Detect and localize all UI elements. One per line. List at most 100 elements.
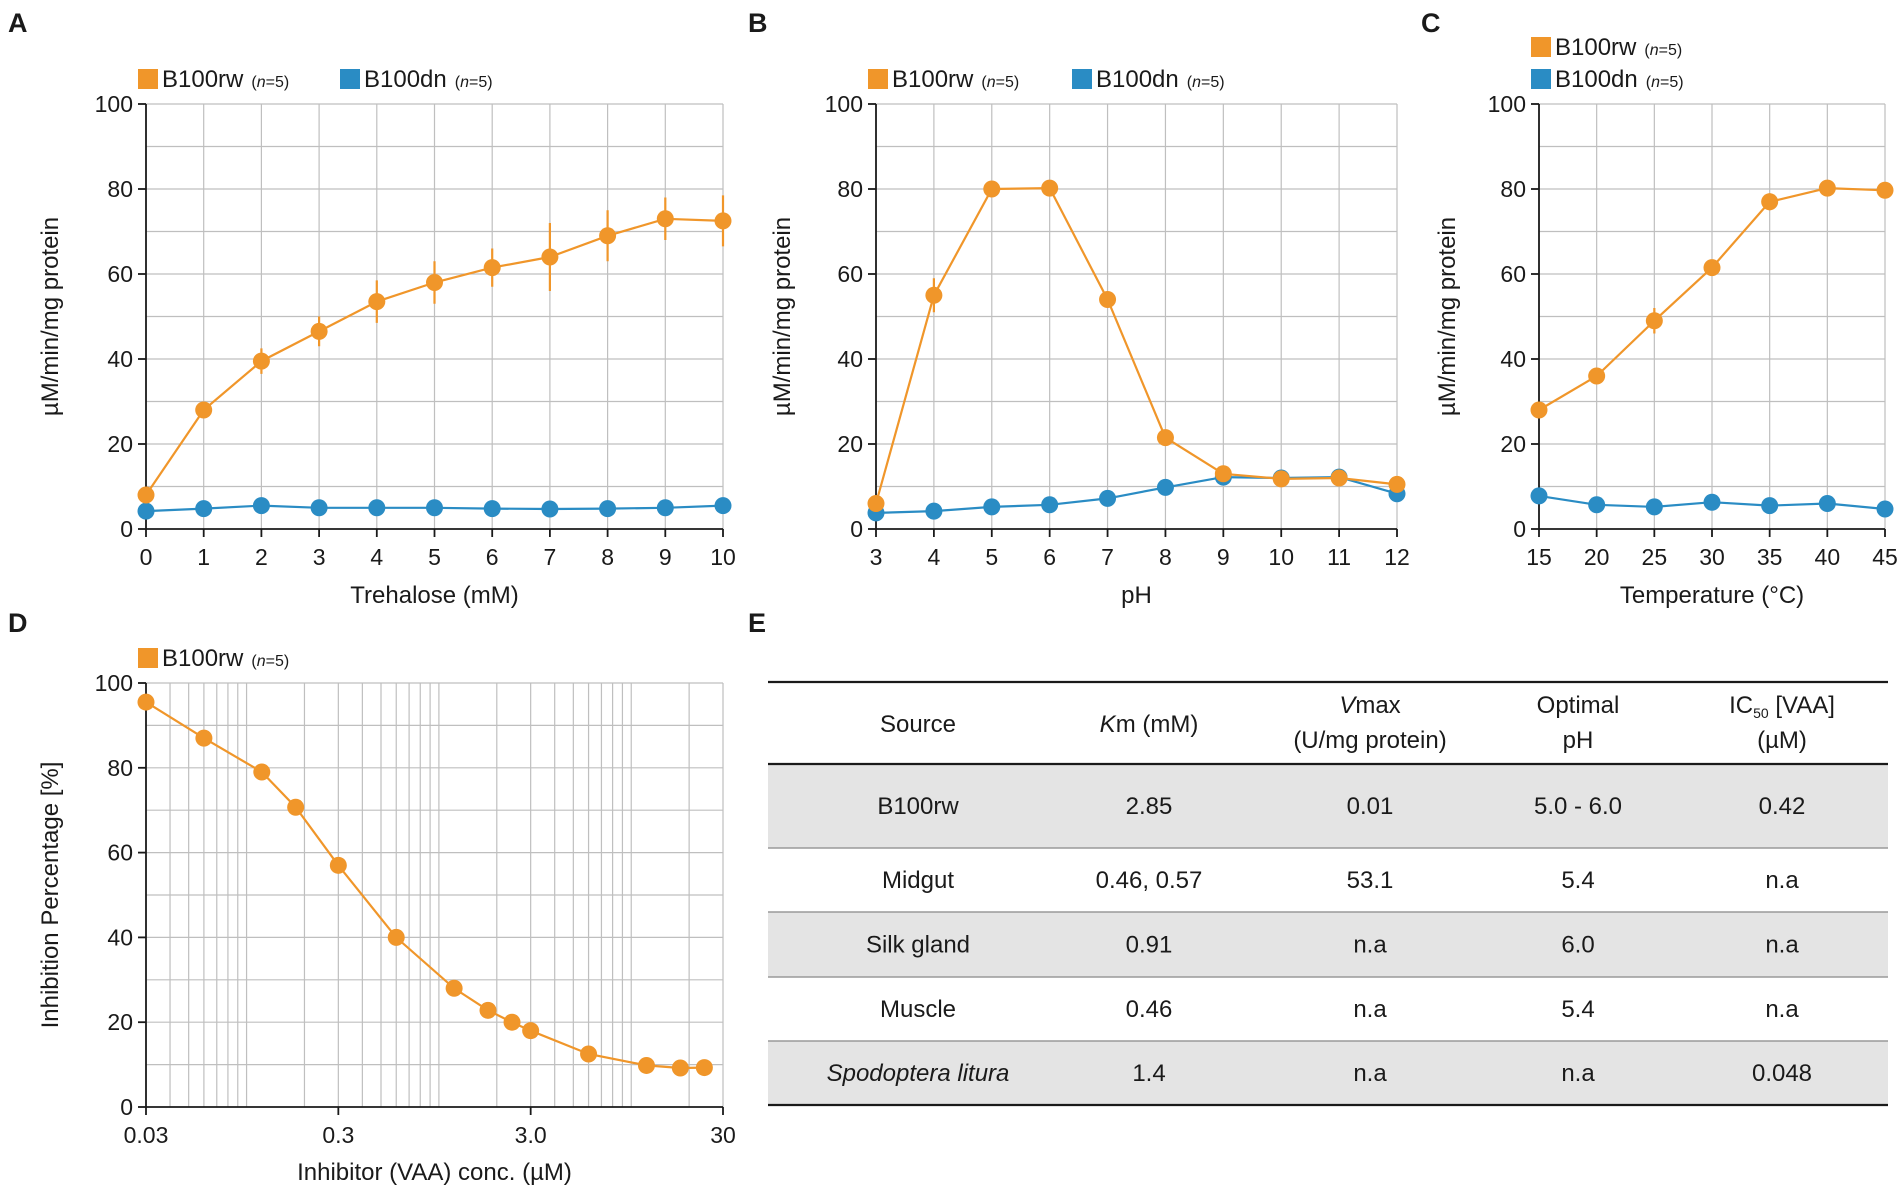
data-point-rw: [541, 248, 559, 266]
data-point-rw: [195, 401, 213, 419]
data-point-rw: [479, 1001, 497, 1019]
x-tick-label: 7: [544, 544, 557, 570]
table-cell: n.a: [1765, 867, 1799, 894]
data-point-rw: [1214, 465, 1232, 483]
y-tick-label: 100: [95, 91, 133, 117]
x-tick-label: 8: [1159, 544, 1172, 570]
data-point-rw: [867, 495, 885, 512]
table-header-vmax-unit: (U/mg protein): [1293, 727, 1446, 754]
x-tick-label: 10: [710, 544, 736, 570]
y-tick-label: 0: [1513, 516, 1526, 542]
data-point-rw: [1761, 193, 1779, 211]
x-tick-label: 1: [197, 544, 210, 570]
data-point-rw: [368, 293, 386, 311]
data-point-rw: [329, 856, 347, 874]
x-axis-label: Trehalose (mM): [350, 582, 518, 609]
x-tick-label: 5: [428, 544, 441, 570]
data-point-rw: [671, 1059, 689, 1077]
y-tick-label: 40: [107, 924, 133, 950]
table-header-source: Source: [880, 711, 956, 738]
x-tick-label: 30: [1699, 544, 1725, 570]
panel-a: A 0 20 40 60 80 100 0 1 2 3 4 5 6 7 8 9 10 µM/min/mg prote…: [8, 8, 736, 609]
x-tick-label: 3.0: [515, 1122, 547, 1148]
legend-swatch-dn: [1072, 69, 1092, 89]
y-tick-label: 20: [837, 431, 863, 457]
table-cell: 0.91: [1126, 932, 1173, 959]
data-point-rw: [503, 1013, 521, 1031]
data-point-rw: [925, 286, 943, 304]
y-tick-label: 0: [120, 516, 133, 542]
y-tick-label: 80: [1500, 176, 1526, 202]
legend-swatch-rw: [138, 69, 158, 89]
data-point-dn: [656, 499, 674, 517]
table-cell: n.a: [1353, 996, 1387, 1023]
legend-swatch-dn: [1531, 69, 1551, 89]
legend-label-rw: B100rw (n=5): [162, 645, 289, 672]
data-point-rw: [195, 729, 213, 747]
data-point-rw: [1330, 469, 1348, 487]
panel-e-table: E Source Km (mM) Vmax (U/mg protein) Optimal p…: [748, 608, 1888, 1107]
data-point-dn: [368, 499, 386, 517]
y-tick-label: 40: [1500, 346, 1526, 372]
table-cell: 5.0 - 6.0: [1534, 793, 1622, 820]
data-point-rw: [1099, 291, 1117, 308]
legend-swatch-rw: [138, 648, 158, 668]
table-header-km: Km (mM): [1100, 711, 1199, 738]
data-point-rw: [1530, 401, 1548, 419]
x-tick-label: 6: [1043, 544, 1056, 570]
x-tick-label: 10: [1268, 544, 1294, 570]
x-tick-label: 35: [1757, 544, 1783, 570]
legend-swatch-rw: [1531, 37, 1551, 57]
legend-swatch-rw: [868, 69, 888, 89]
y-axis-label: µM/min/mg protein: [769, 217, 796, 416]
table-header-ic50: IC50 [VAA]: [1729, 692, 1835, 721]
data-point-rw: [137, 486, 155, 504]
data-point-rw: [522, 1022, 540, 1040]
table-cell: Silk gland: [866, 932, 970, 959]
data-point-dn: [310, 499, 328, 517]
x-tick-label: 0.3: [322, 1122, 354, 1148]
data-point-dn: [599, 500, 617, 518]
table-cell: 0.048: [1752, 1060, 1812, 1087]
data-point-dn: [714, 497, 732, 515]
data-point-rw: [983, 180, 1001, 198]
x-tick-label: 7: [1101, 544, 1114, 570]
data-point-rw: [1645, 312, 1663, 330]
data-point-dn: [137, 502, 155, 520]
y-tick-label: 20: [1500, 431, 1526, 457]
y-tick-label: 0: [120, 1094, 133, 1120]
table-cell: n.a: [1353, 932, 1387, 959]
legend-label-dn: B100dn (n=5): [364, 66, 493, 93]
data-point-rw: [1588, 367, 1606, 385]
table-cell: 5.4: [1561, 867, 1594, 894]
data-point-rw: [1272, 470, 1290, 488]
x-tick-label: 0.03: [124, 1122, 169, 1148]
data-point-dn: [1876, 500, 1894, 518]
series-line-rw: [145, 701, 705, 1070]
data-point-dn: [195, 500, 213, 518]
x-tick-label: 5: [985, 544, 998, 570]
data-point-dn: [1818, 495, 1836, 512]
data-point-dn: [252, 497, 270, 515]
y-tick-label: 100: [825, 91, 863, 117]
y-tick-label: 60: [837, 261, 863, 287]
panel-letter: A: [8, 8, 28, 38]
table-cell: n.a: [1561, 1060, 1595, 1087]
data-point-rw: [252, 352, 270, 370]
data-point-rw: [387, 928, 405, 946]
data-point-rw: [1041, 179, 1059, 197]
x-tick-label: 45: [1872, 544, 1898, 570]
table-cell: Spodoptera litura: [827, 1060, 1010, 1087]
table-header-ph: pH: [1563, 727, 1594, 754]
x-tick-label: 9: [1217, 544, 1230, 570]
legend-label-dn: B100dn (n=5): [1096, 66, 1225, 93]
data-point-rw: [1876, 181, 1894, 199]
x-tick-label: 8: [601, 544, 614, 570]
data-point-rw: [714, 212, 732, 230]
data-point-dn: [1761, 497, 1779, 515]
table-cell: n.a: [1765, 996, 1799, 1023]
y-axis-label: Inhibition Percentage [%]: [37, 762, 64, 1029]
table-cell: 0.46, 0.57: [1096, 867, 1203, 894]
x-tick-label: 11: [1327, 544, 1351, 570]
series-line-dn: [875, 475, 1398, 514]
